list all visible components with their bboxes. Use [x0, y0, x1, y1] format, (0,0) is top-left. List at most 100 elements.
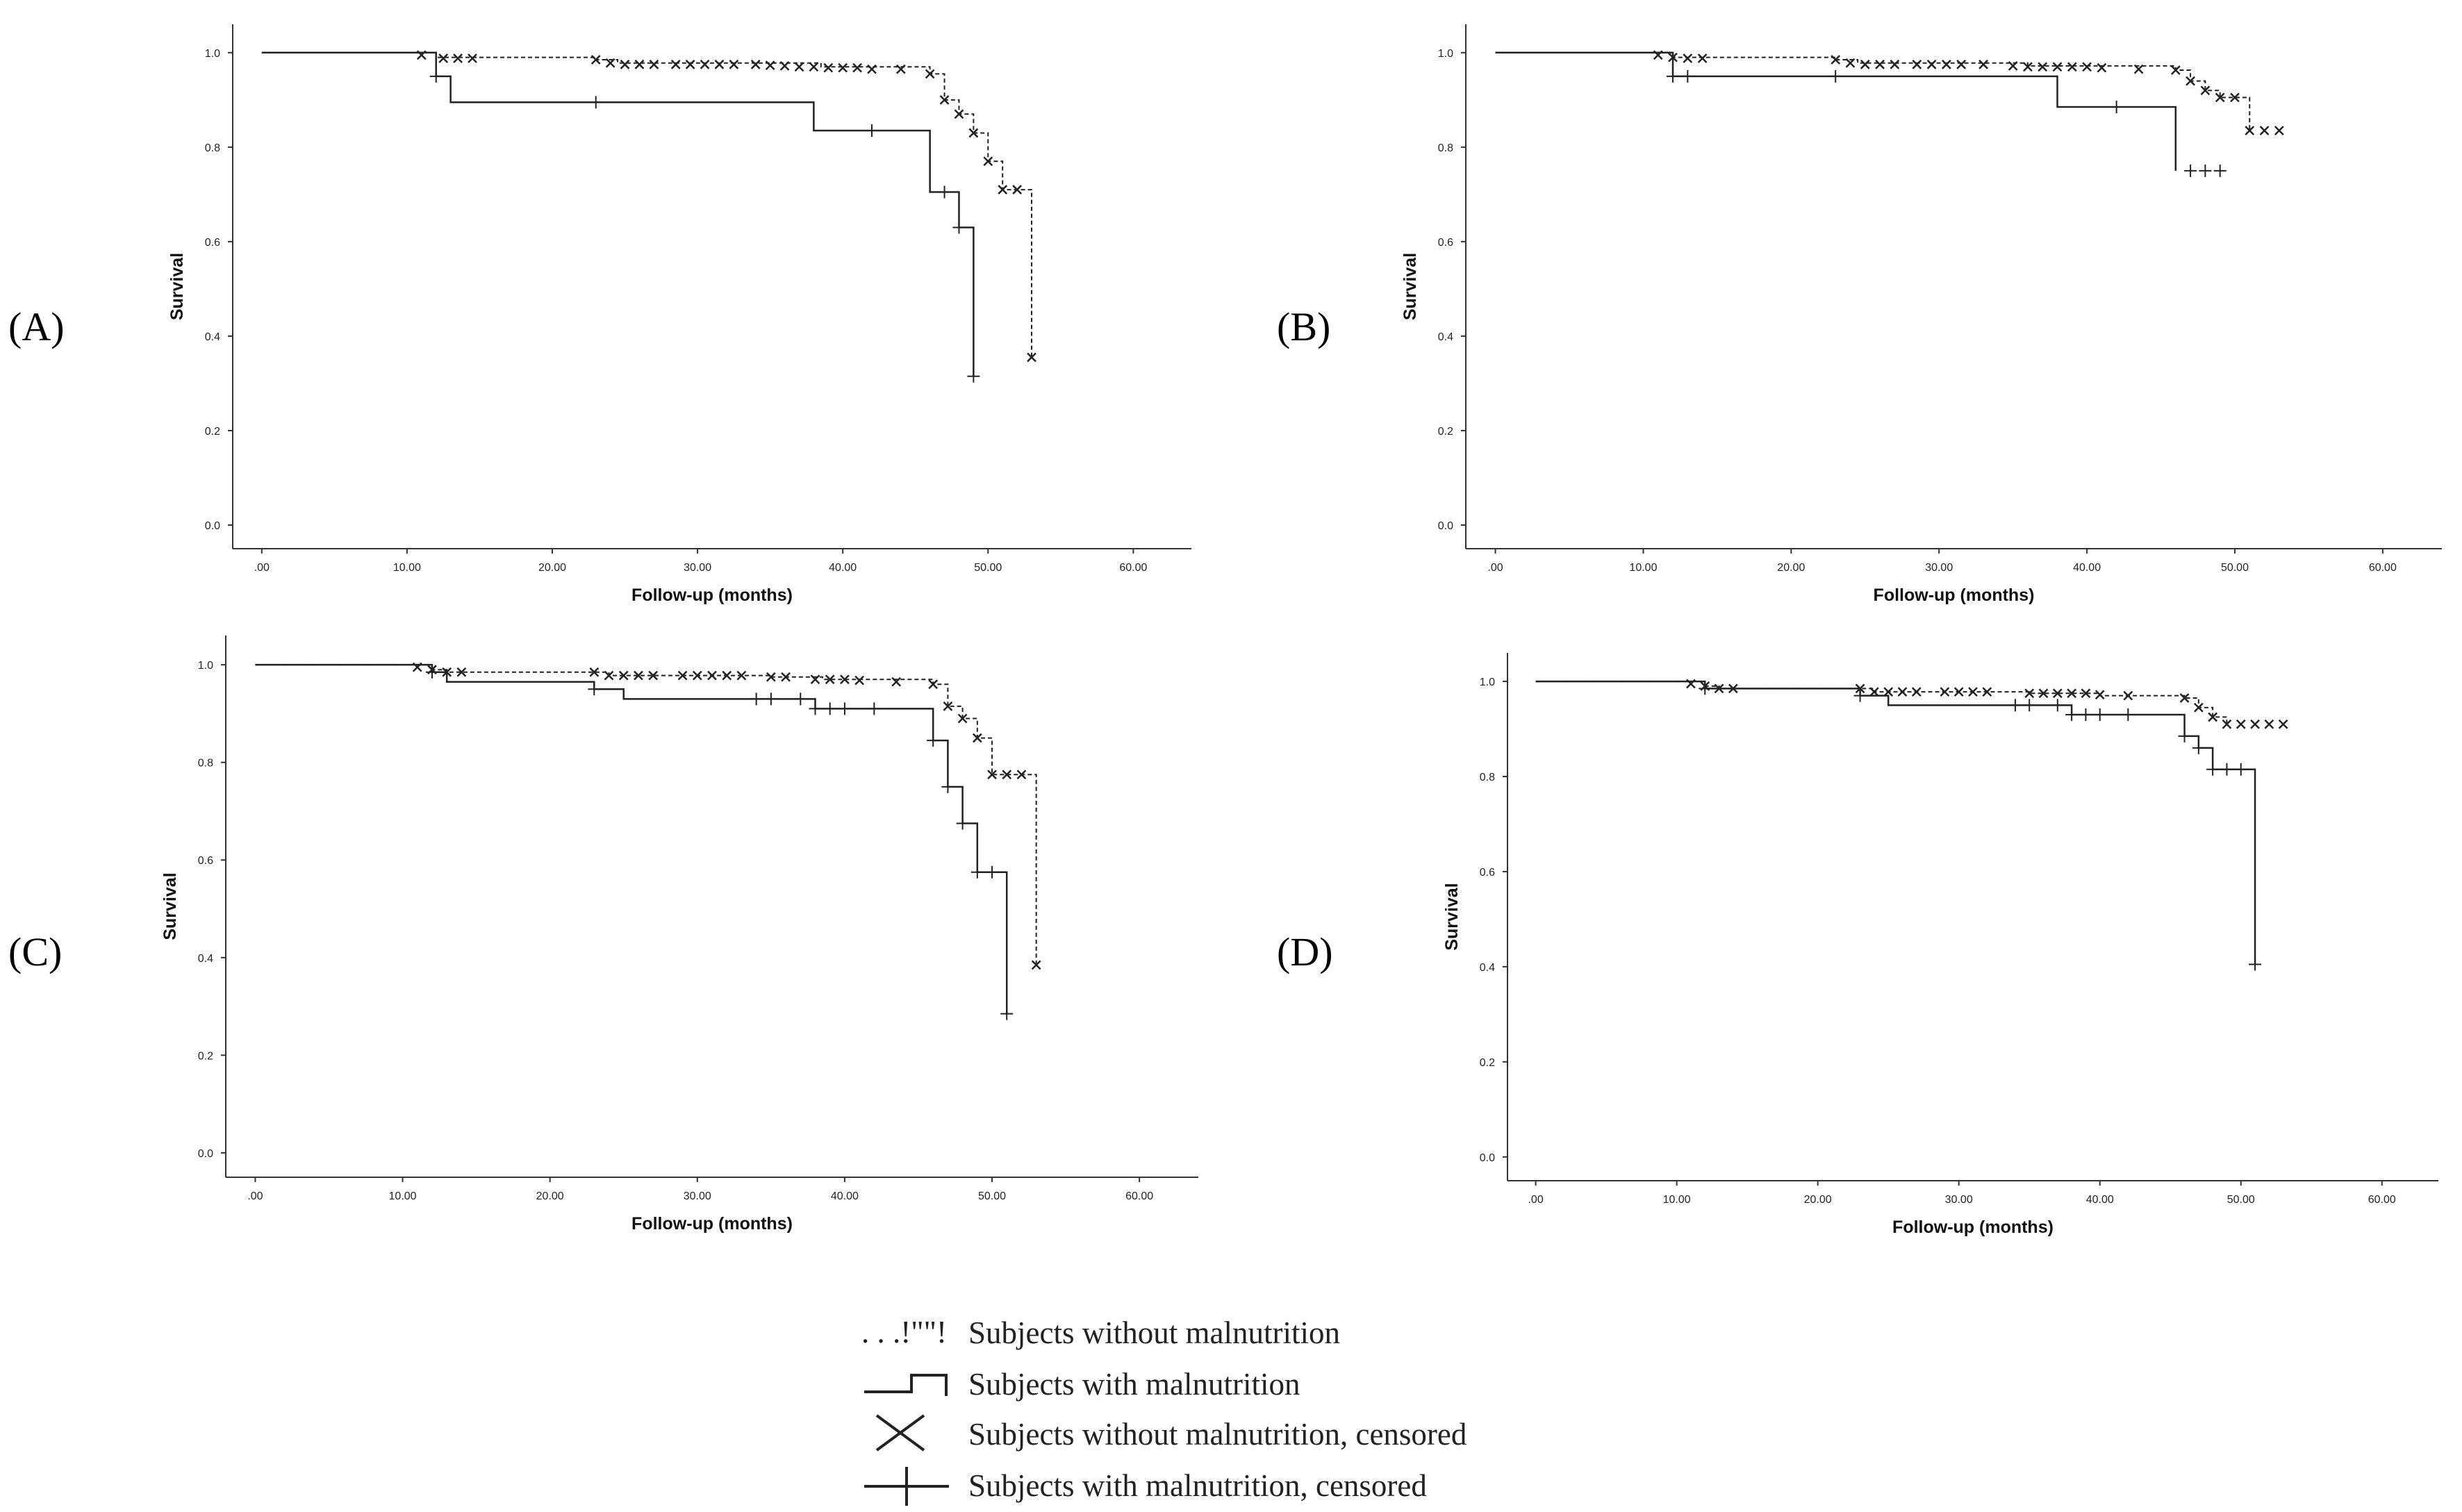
censor-x-mark [2024, 688, 2035, 699]
y-tick-label: 0.4 [1480, 962, 1495, 974]
censor-plus-mark [2122, 708, 2135, 722]
censor-plus-mark [2079, 708, 2092, 722]
censor-plus-mark [2213, 164, 2226, 177]
censor-x-mark [2123, 690, 2133, 701]
x-tick-label: 50.00 [2221, 562, 2249, 574]
x-tick-label: 30.00 [1925, 562, 1953, 574]
y-tick-label: 1.0 [198, 660, 213, 672]
censor-x-mark [649, 59, 659, 69]
censor-x-mark [2097, 63, 2107, 73]
censor-x-mark [852, 63, 862, 73]
censor-x-mark [987, 770, 997, 780]
legend-label-with-malnutrition: Subjects with malnutrition [968, 1367, 1300, 1402]
x-tick-label: 60.00 [1119, 562, 1147, 574]
censor-x-mark [1953, 687, 1964, 697]
x-tick-label: 20.00 [1777, 562, 1805, 574]
x-tick-label: 30.00 [684, 1190, 711, 1202]
censor-x-mark [2193, 702, 2204, 713]
x-axis-title: Follow-up (months) [1874, 585, 2035, 605]
censor-x-mark [1956, 59, 1967, 69]
censor-x-mark [2170, 65, 2181, 75]
censor-x-mark [2215, 92, 2225, 103]
km-panel-3: (C) 0.0 0.2 0.4 0.6 0.8 1.0 .00 10.00 20.00 30.00 4… [8, 635, 1198, 1233]
y-tick-label: 0.6 [1438, 237, 1453, 249]
censor-plus-mark [970, 865, 984, 879]
x-tick-label: 20.00 [538, 562, 566, 574]
censor-plus-mark [2199, 164, 2212, 177]
censor-x-mark [781, 672, 791, 682]
censor-x-mark [1982, 687, 1992, 697]
censor-plus-mark [2051, 699, 2064, 712]
x-tick-label: 50.00 [2227, 1194, 2255, 1206]
censor-plus-mark [868, 702, 881, 715]
censor-x-mark [1002, 770, 1012, 780]
censor-x-mark [838, 63, 848, 73]
y-tick-label: 0.8 [1480, 772, 1495, 783]
censor-plus-mark [1000, 1007, 1014, 1020]
x-tick-label: .00 [1487, 562, 1503, 574]
x-tick-label: 60.00 [2368, 1194, 2396, 1206]
censor-x-mark [2082, 62, 2092, 72]
censor-x-mark [1940, 687, 1950, 697]
legend-x-mark-icon [875, 1414, 925, 1452]
censor-x-mark [854, 675, 865, 686]
censor-plus-mark [1699, 682, 1712, 695]
censor-x-mark [2067, 62, 2077, 72]
censor-x-mark [1860, 59, 1870, 69]
x-tick-label: 50.00 [978, 1190, 1006, 1202]
x-tick-label: .00 [247, 1190, 263, 1202]
km-panel-1: (A) 0.0 0.2 0.4 0.6 0.8 1.0 .00 10.00 20.00 30.00 4… [8, 24, 1191, 605]
censor-plus-mark [1853, 689, 1867, 702]
censor-x-mark [840, 674, 850, 685]
censor-x-mark [2095, 690, 2105, 700]
censor-x-mark [1911, 687, 1922, 697]
y-tick-label: 0.2 [205, 426, 220, 438]
censor-plus-mark [2093, 708, 2106, 722]
censor-x-mark [1875, 59, 1885, 69]
y-tick-label: 0.0 [1480, 1152, 1495, 1164]
censor-x-mark [438, 53, 449, 63]
x-tick-label: 50.00 [974, 562, 1002, 574]
x-tick-label: 10.00 [393, 562, 421, 574]
censor-plus-mark [986, 865, 999, 879]
censor-x-mark [794, 62, 804, 72]
censor-x-mark [1831, 55, 1841, 65]
censor-x-mark [1897, 687, 1908, 697]
survival-curve-without-malnutrition [1535, 681, 2228, 724]
censor-x-mark [810, 674, 820, 685]
censor-x-mark [925, 69, 935, 79]
censor-plus-mark [429, 69, 443, 83]
censor-plus-mark [938, 185, 951, 199]
censor-x-mark [2179, 693, 2190, 703]
censor-x-mark [1941, 59, 1951, 69]
censor-plus-mark [967, 369, 980, 383]
censor-plus-mark [1829, 69, 1842, 83]
censor-plus-mark [2184, 164, 2197, 177]
y-tick-label: 1.0 [1480, 676, 1495, 688]
censor-x-mark [648, 670, 659, 681]
legend-label-with-malnutrition-censored: Subjects with malnutrition, censored [968, 1468, 1427, 1503]
censor-plus-mark [2023, 699, 2036, 712]
legend-item-with-malnutrition-censored: Subjects with malnutrition, censored [864, 1467, 1427, 1506]
censor-x-mark [1968, 687, 1978, 697]
panel-label: (D) [1277, 929, 1333, 974]
y-tick-label: 0.2 [1480, 1057, 1495, 1069]
censor-x-mark [2067, 688, 2077, 699]
censor-plus-mark [2008, 699, 2022, 712]
panels-group: (A) 0.0 0.2 0.4 0.6 0.8 1.0 .00 10.00 20.00 30.00 4… [8, 24, 2442, 1237]
survival-curve-with-malnutrition [1535, 680, 2256, 965]
x-tick-label: 60.00 [1125, 1190, 1153, 1202]
censor-x-mark [604, 670, 614, 681]
y-tick-label: 0.2 [1438, 426, 1453, 438]
censor-x-mark [714, 59, 725, 69]
censor-plus-mark [1667, 69, 1680, 83]
censor-plus-mark [941, 780, 955, 793]
censor-x-mark [670, 59, 681, 69]
censor-x-mark [677, 670, 688, 681]
censor-x-mark [453, 53, 463, 63]
censor-x-mark [634, 670, 643, 681]
censor-x-mark [722, 670, 732, 681]
censor-x-mark [2222, 719, 2232, 729]
x-axis-title: Follow-up (months) [1892, 1218, 2054, 1237]
